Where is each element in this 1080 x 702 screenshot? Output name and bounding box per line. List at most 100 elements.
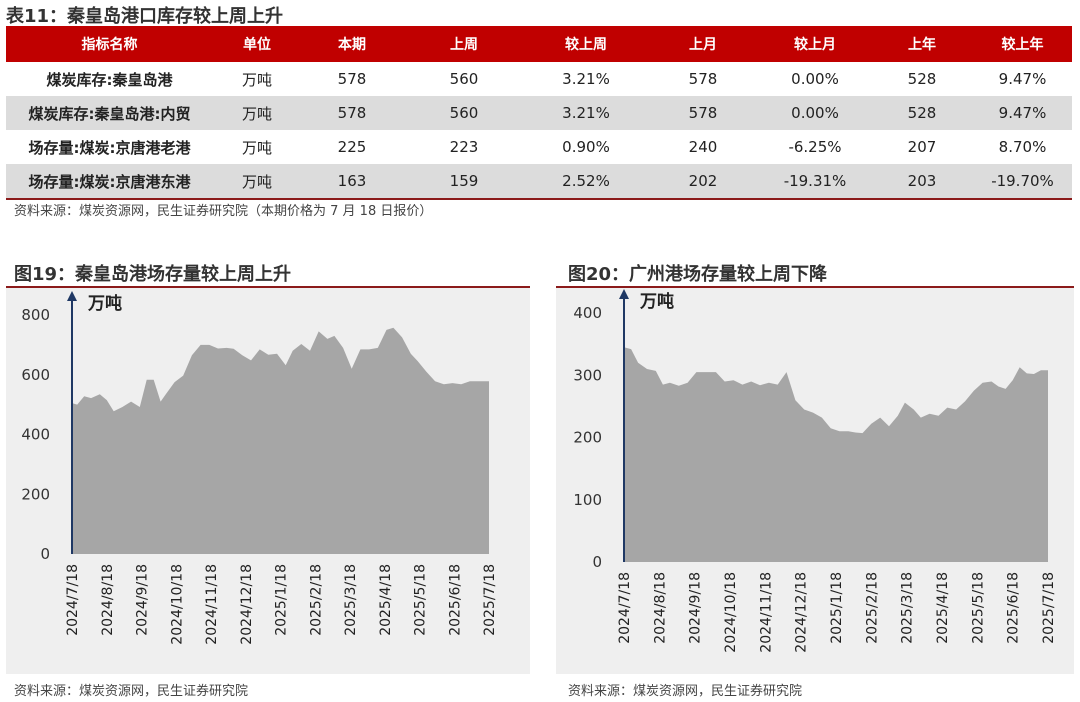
cell: -6.25% — [788, 138, 842, 156]
cell: 578 — [301, 96, 403, 130]
table-row: 场存量:煤炭:京唐港老港 万吨 225 223 0.90% 240 -6.25%… — [6, 130, 1072, 164]
y-tick-label: 0 — [592, 553, 602, 571]
header-cell: 较上月 — [759, 26, 871, 62]
cell: -19.70% — [973, 164, 1072, 200]
cell: 578 — [337, 70, 367, 88]
row-name: 煤炭库存:秦皇岛港 — [46, 70, 173, 89]
x-tick-label: 2025/5/18 — [970, 572, 986, 644]
chart1-title-rule — [6, 286, 530, 288]
y-tick-label: 600 — [21, 366, 50, 384]
header-cell: 本期 — [301, 26, 403, 62]
cell: 8.70% — [998, 138, 1047, 156]
table-source: 资料来源：煤炭资源网，民生证券研究院（本期价格为 7 月 18 日报价） — [14, 204, 433, 219]
cell: 0.90% — [562, 138, 610, 156]
y-tick-label: 800 — [21, 306, 50, 324]
header-cell: 上周 — [403, 26, 525, 62]
x-tick-label: 2024/10/18 — [723, 572, 739, 653]
x-tick-label: 2025/6/18 — [1006, 572, 1022, 644]
cell: 3.21% — [525, 96, 647, 130]
cell: 万吨 — [241, 138, 272, 157]
cell: 203 — [871, 164, 973, 200]
y-tick-label: 100 — [573, 491, 602, 509]
chart1-source: 资料来源：煤炭资源网，民生证券研究院 — [14, 684, 249, 699]
chart2-source: 资料来源：煤炭资源网，民生证券研究院 — [568, 684, 803, 699]
y-tick-label: 300 — [573, 366, 602, 384]
x-tick-label: 2024/10/18 — [169, 564, 185, 645]
table-row: 场存量:煤炭:京唐港东港 万吨 163 159 2.52% 202 -19.31… — [6, 164, 1072, 200]
cell: 528 — [871, 96, 973, 130]
cell: 223 — [449, 138, 479, 156]
cell: 9.47% — [973, 96, 1072, 130]
y-axis-arrow-icon — [67, 291, 77, 301]
y-tick-label: 400 — [21, 426, 50, 444]
x-tick-label: 2025/1/18 — [829, 572, 845, 644]
cell: 万吨 — [213, 164, 301, 200]
chart2-title-rule — [556, 286, 1074, 288]
stock-table: 指标名称 单位 本期 上周 较上周 上月 较上月 上年 较上年 煤炭库存:秦皇岛… — [6, 26, 1072, 200]
area-series — [624, 347, 1048, 562]
cell: 159 — [403, 164, 525, 200]
cell: 3.21% — [562, 70, 610, 88]
header-cell: 指标名称 — [6, 26, 213, 62]
y-tick-label: 200 — [573, 429, 602, 447]
x-tick-label: 2024/9/18 — [688, 572, 704, 644]
x-tick-label: 2025/7/18 — [1041, 572, 1057, 644]
chart1-title: 图19：秦皇岛港场存量较上周上升 — [14, 264, 292, 285]
x-tick-label: 2025/2/18 — [864, 572, 880, 644]
table-row: 煤炭库存:秦皇岛港:内贸 万吨 578 560 3.21% 578 0.00% … — [6, 96, 1072, 130]
x-tick-label: 2024/12/18 — [794, 572, 810, 653]
area-series — [72, 327, 489, 554]
cell: 万吨 — [213, 96, 301, 130]
cell: 240 — [688, 138, 718, 156]
cell: 528 — [907, 70, 937, 88]
y-tick-label: 200 — [21, 485, 50, 503]
chart2-svg: 0 100 200 300 400 万吨 2024/7/18 2024/8/18 2024/9/… — [573, 289, 1057, 653]
x-tick-label: 2025/3/18 — [900, 572, 916, 644]
cell: 163 — [301, 164, 403, 200]
chart1-svg: 0 200 400 600 800 万吨 2024/7/18 2024/8/18 2024/9/… — [21, 291, 498, 645]
x-tick-label: 2024/7/18 — [65, 564, 81, 636]
header-cell: 单位 — [213, 26, 301, 62]
y-tick-label: 0 — [40, 545, 50, 563]
x-tick-label: 2025/6/18 — [447, 564, 463, 636]
row-name: 场存量:煤炭:京唐港东港 — [6, 164, 213, 200]
x-tick-label: 2024/8/18 — [100, 564, 116, 636]
table-row: 煤炭库存:秦皇岛港 万吨 578 560 3.21% 578 0.00% 528… — [6, 62, 1072, 96]
x-tick-label: 2025/4/18 — [935, 572, 951, 644]
x-tick-label: 2024/8/18 — [652, 572, 668, 644]
table-header-row: 指标名称 单位 本期 上周 较上周 上月 较上月 上年 较上年 — [6, 26, 1072, 62]
cell: 225 — [337, 138, 367, 156]
cell: 2.52% — [525, 164, 647, 200]
x-tick-label: 2025/5/18 — [413, 564, 429, 636]
x-tick-label: 2024/11/18 — [204, 564, 220, 645]
x-tick-label: 2025/7/18 — [482, 564, 498, 636]
header-cell: 上年 — [871, 26, 973, 62]
x-tick-label: 2024/7/18 — [617, 572, 633, 644]
unit-label: 万吨 — [87, 293, 122, 314]
cell: 560 — [449, 70, 479, 88]
cell: 578 — [688, 70, 718, 88]
cell: 578 — [647, 96, 759, 130]
cell: 9.47% — [998, 70, 1047, 88]
x-tick-label: 2024/12/18 — [239, 564, 255, 645]
row-name: 煤炭库存:秦皇岛港:内贸 — [6, 96, 213, 130]
header-cell: 较上周 — [525, 26, 647, 62]
table-title: 表11：秦皇岛港口库存较上周上升 — [6, 6, 284, 27]
x-tick-label: 2024/9/18 — [135, 564, 151, 636]
x-tick-label: 2025/2/18 — [308, 564, 324, 636]
y-tick-label: 400 — [573, 304, 602, 322]
cell: 万吨 — [241, 70, 272, 89]
y-axis-arrow-icon — [619, 289, 629, 299]
row-name: 场存量:煤炭:京唐港老港 — [28, 138, 191, 157]
x-tick-label: 2024/11/18 — [758, 572, 774, 653]
x-tick-label: 2025/1/18 — [274, 564, 290, 636]
header-cell: 上月 — [647, 26, 759, 62]
x-tick-label: 2025/4/18 — [378, 564, 394, 636]
cell: -19.31% — [759, 164, 871, 200]
cell: 207 — [907, 138, 937, 156]
x-tick-label: 2025/3/18 — [343, 564, 359, 636]
chart2-title: 图20：广州港场存量较上周下降 — [568, 264, 828, 285]
cell: 560 — [403, 96, 525, 130]
header-cell: 较上年 — [973, 26, 1072, 62]
cell: 0.00% — [759, 96, 871, 130]
